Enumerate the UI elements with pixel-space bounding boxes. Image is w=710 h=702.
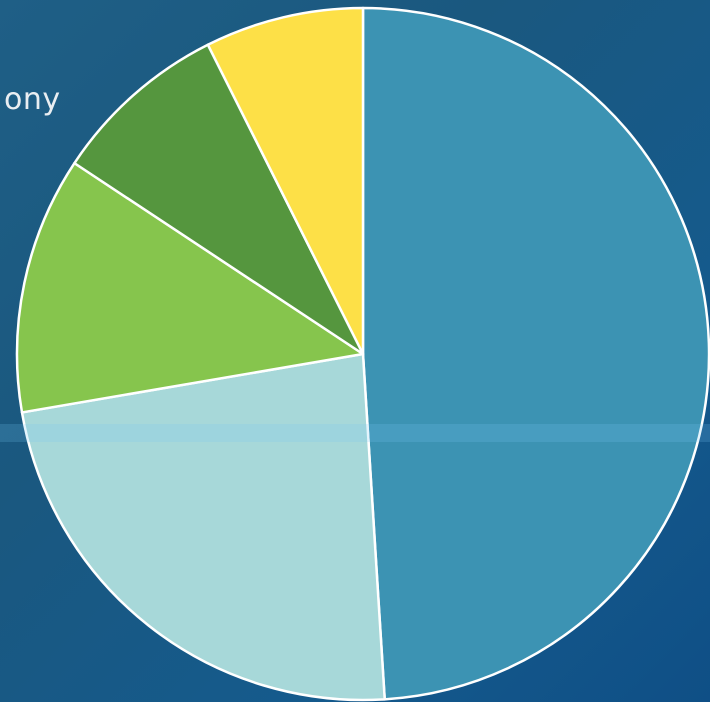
- pie-slice-1: [361, 6, 710, 701]
- pie-slice-5: [206, 6, 365, 356]
- pie-slice-2: [20, 352, 386, 702]
- pie-slice-3: [15, 161, 365, 414]
- pie-slice-4: [73, 43, 365, 356]
- partial-title-text: ony: [4, 82, 61, 117]
- pie-slices: [15, 6, 710, 702]
